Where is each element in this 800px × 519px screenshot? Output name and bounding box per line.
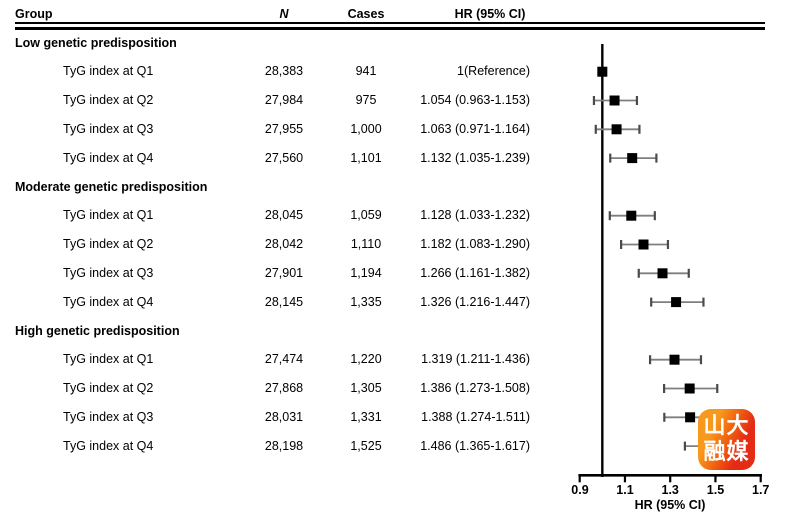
table-row: TyG index at Q3 27,955 1,000 1.063 (0.97… (0, 115, 560, 144)
row-label: TyG index at Q2 (63, 93, 154, 108)
hr-point-marker (671, 297, 682, 308)
hr-value: 1.386 (1.273-1.508) (420, 381, 530, 396)
cases-value: 1,000 (350, 121, 382, 136)
row-label: TyG index at Q1 (63, 352, 154, 367)
n-value: 27,901 (264, 265, 304, 280)
n-value: 27,868 (264, 381, 304, 396)
n-value: 27,474 (264, 352, 304, 367)
hr-value: 1.388 (1.274-1.511) (421, 409, 530, 424)
hr-point-marker (684, 383, 695, 394)
hr-point-marker (611, 124, 622, 135)
row-label: TyG index at Q1 (63, 208, 154, 223)
row-label: TyG index at Q2 (63, 237, 154, 252)
cases-value: 1,220 (350, 352, 382, 367)
x-tick-label: 1.7 (751, 483, 770, 497)
row-label: TyG index at Q2 (63, 381, 154, 396)
hr-value: 1.063 (0.971-1.164) (420, 121, 530, 136)
group-row: High genetic predisposition (0, 317, 560, 346)
hr-point-marker (627, 153, 638, 164)
row-label: TyG index at Q3 (63, 121, 154, 136)
header-rule-thin (15, 22, 765, 24)
cases-value: 1,059 (350, 208, 382, 223)
n-value: 28,045 (264, 208, 304, 223)
table-row: TyG index at Q3 28,031 1,331 1.388 (1.27… (0, 403, 560, 432)
n-value: 28,042 (264, 237, 304, 252)
watermark-logo-text-top: 山大 (703, 413, 750, 439)
n-value: 27,560 (264, 150, 304, 165)
cases-value: 1,335 (350, 294, 382, 309)
table-row: TyG index at Q4 28,145 1,335 1.326 (1.21… (0, 288, 560, 317)
group-row: Low genetic predisposition (0, 29, 560, 58)
cases-value: 1,110 (350, 237, 382, 252)
n-value: 27,955 (264, 121, 304, 136)
hr-value: 1.128 (1.033-1.232) (420, 208, 530, 223)
row-label: TyG index at Q4 (63, 438, 154, 453)
hr-value: 1.054 (0.963-1.153) (420, 93, 530, 108)
x-tick-label: 1.3 (661, 483, 679, 497)
n-value: 28,145 (264, 294, 304, 309)
cases-value: 975 (355, 93, 377, 108)
n-value: 28,198 (264, 438, 304, 453)
group-label: High genetic predisposition (15, 323, 180, 338)
hr-value: 1.132 (1.035-1.239) (420, 150, 530, 165)
column-header-cases: Cases (347, 7, 385, 21)
n-value: 28,383 (264, 64, 304, 79)
hr-value: 1.266 (1.161-1.382) (420, 265, 530, 280)
n-value: 28,031 (264, 409, 304, 424)
cases-value: 1,101 (350, 150, 382, 165)
x-tick-label: 0.9 (571, 483, 589, 497)
hr-value: 1.319 (1.211-1.436) (421, 352, 530, 367)
cases-value: 1,331 (350, 409, 382, 424)
x-tick-label: 1.1 (616, 483, 634, 497)
group-label: Moderate genetic predisposition (15, 179, 208, 194)
table-row: TyG index at Q4 27,560 1,101 1.132 (1.03… (0, 144, 560, 173)
cases-value: 1,525 (350, 438, 382, 453)
table-row: TyG index at Q1 27,474 1,220 1.319 (1.21… (0, 345, 560, 374)
row-label: TyG index at Q3 (63, 409, 154, 424)
hr-point-marker (609, 95, 620, 106)
x-axis-title: HR (95% CI) (634, 498, 706, 512)
column-header-group: Group (15, 7, 53, 21)
group-label: Low genetic predisposition (15, 35, 177, 50)
hr-value: 1.486 (1.365-1.617) (420, 438, 530, 453)
hr-point-marker (638, 239, 649, 250)
header-rule-thick (15, 27, 765, 30)
hr-value: 1.326 (1.216-1.447) (420, 294, 530, 309)
n-value: 27,984 (264, 93, 304, 108)
row-label: TyG index at Q4 (63, 294, 154, 309)
hr-point-marker (685, 412, 696, 423)
table-row: TyG index at Q3 27,901 1,194 1.266 (1.16… (0, 259, 560, 288)
hr-point-marker (626, 210, 637, 221)
hr-value: 1(Reference) (457, 64, 530, 79)
hr-point-marker (597, 66, 608, 77)
hr-value: 1.182 (1.083-1.290) (420, 237, 530, 252)
table-row: TyG index at Q2 28,042 1,110 1.182 (1.08… (0, 230, 560, 259)
watermark-logo: 山大 融媒 (698, 409, 755, 470)
x-tick-label: 1.5 (706, 483, 725, 497)
hr-point-marker (657, 268, 668, 279)
cases-value: 1,194 (350, 265, 382, 280)
table-row: TyG index at Q2 27,868 1,305 1.386 (1.27… (0, 374, 560, 403)
hr-point-marker (669, 354, 680, 365)
table-row: TyG index at Q4 28,198 1,525 1.486 (1.36… (0, 432, 560, 461)
table-row: TyG index at Q1 28,383 941 1(Reference) (0, 57, 560, 86)
group-row: Moderate genetic predisposition (0, 173, 560, 202)
column-header-hr: HR (95% CI) (454, 7, 526, 21)
row-label: TyG index at Q1 (63, 64, 154, 79)
column-header-n: N (279, 7, 289, 21)
cases-value: 941 (355, 64, 377, 79)
watermark-logo-text-bottom: 融媒 (703, 439, 750, 465)
table-row: TyG index at Q2 27,984 975 1.054 (0.963-… (0, 86, 560, 115)
table-row: TyG index at Q1 28,045 1,059 1.128 (1.03… (0, 201, 560, 230)
row-label: TyG index at Q4 (63, 150, 154, 165)
row-label: TyG index at Q3 (63, 265, 154, 280)
cases-value: 1,305 (350, 381, 382, 396)
